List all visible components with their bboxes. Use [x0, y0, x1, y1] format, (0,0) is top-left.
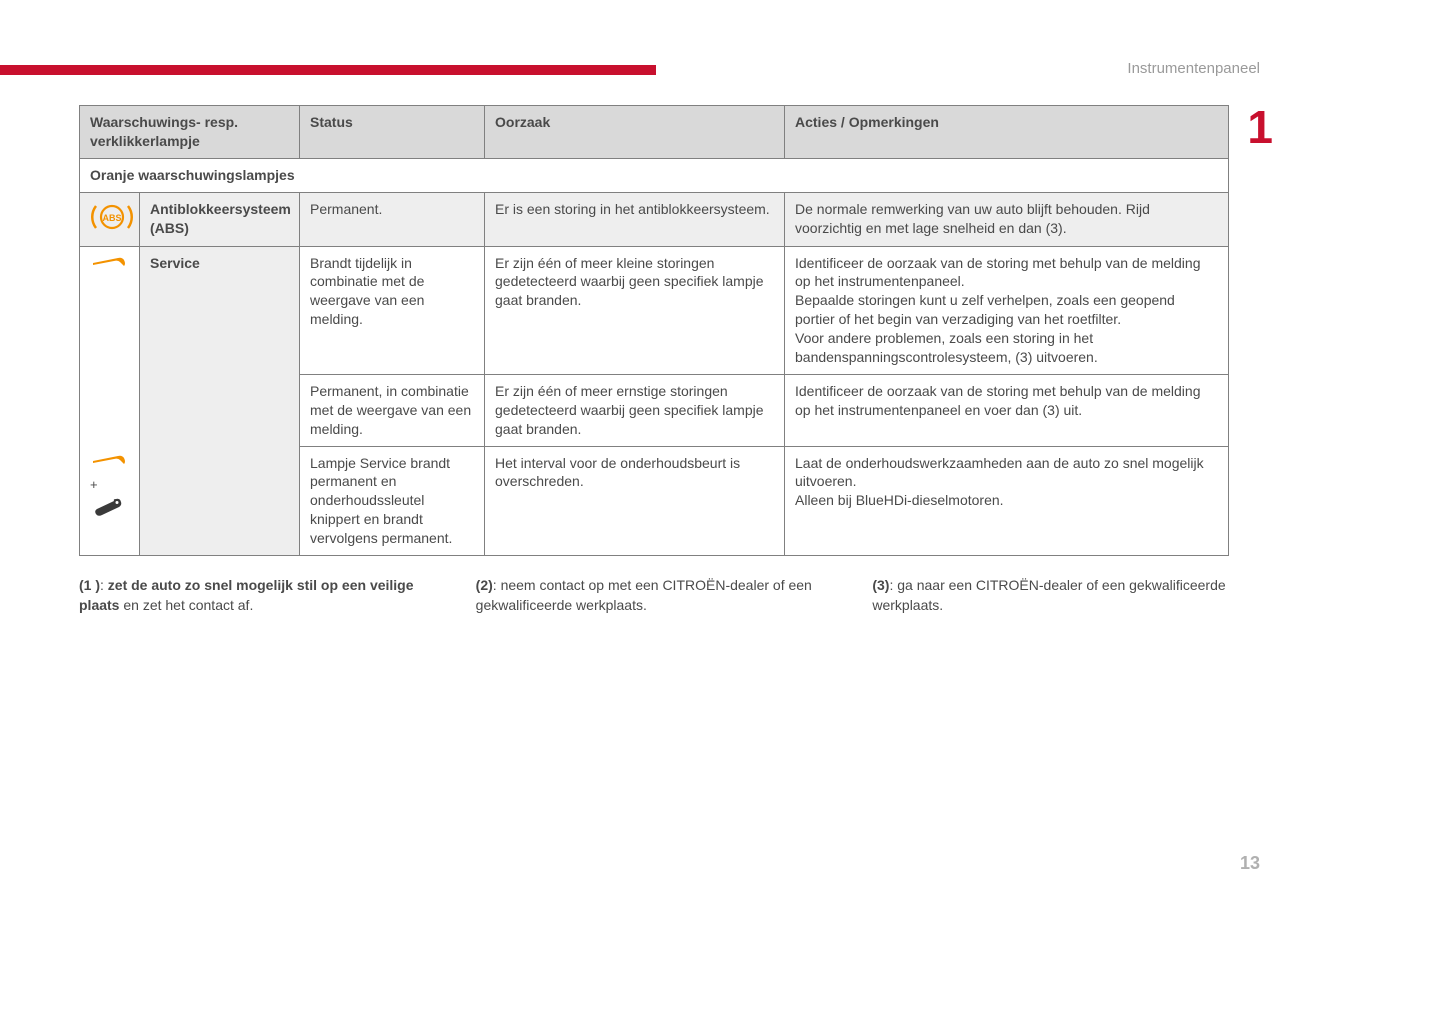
header-accent-bar	[0, 65, 656, 75]
action-cell: De normale remwerking van uw auto blijft…	[785, 192, 1229, 246]
footnote-2: (2): neem contact op met een CITROËN-dea…	[476, 576, 833, 615]
column-header-status: Status	[300, 106, 485, 159]
icon-cell	[80, 374, 140, 446]
footnote-label: (1 )	[79, 577, 100, 593]
lamp-name: Service	[140, 246, 300, 555]
footnote-text: : ga naar een CITROËN-dealer of een gekw…	[872, 577, 1225, 613]
section-label: Instrumentenpaneel	[1127, 60, 1260, 77]
action-cell: Laat de onderhoudswerkzaamheden aan de a…	[785, 446, 1229, 555]
page-number: 13	[1240, 853, 1260, 874]
action-cell: Identificeer de oorzaak van de storing m…	[785, 246, 1229, 374]
table-header-row: Waarschuwings- resp. verklikkerlampje St…	[80, 106, 1229, 159]
svg-text:ABS: ABS	[102, 213, 121, 223]
wrench-icon	[90, 453, 128, 474]
footnote-text: : neem contact op met een CITROËN-dealer…	[476, 577, 812, 613]
spanner-icon	[90, 496, 124, 523]
footnote-1: (1 ): zet de auto zo snel mogelijk stil …	[79, 576, 436, 615]
footnote-label: (2)	[476, 577, 493, 593]
cause-cell: Er zijn één of meer kleine storingen ged…	[485, 246, 785, 374]
icon-cell: +	[80, 446, 140, 555]
section-title: Oranje waarschuwingslampjes	[80, 158, 1229, 192]
lamp-name: Antiblokkeersysteem (ABS)	[140, 192, 300, 246]
footnote-3: (3): ga naar een CITROËN-dealer of een g…	[872, 576, 1229, 615]
cause-cell: Het interval voor de onderhoudsbeurt is …	[485, 446, 785, 555]
column-header-cause: Oorzaak	[485, 106, 785, 159]
chapter-number: 1	[1247, 100, 1273, 154]
main-content: Waarschuwings- resp. verklikkerlampje St…	[79, 105, 1229, 615]
status-cell: Permanent, in combinatie met de weergave…	[300, 374, 485, 446]
wrench-icon	[90, 254, 128, 277]
footnotes: (1 ): zet de auto zo snel mogelijk stil …	[79, 576, 1229, 615]
section-title-row: Oranje waarschuwingslampjes	[80, 158, 1229, 192]
table-row: ABS Antiblokkeersysteem (ABS) Permanent.…	[80, 192, 1229, 246]
footnote-label: (3)	[872, 577, 889, 593]
icon-cell	[80, 246, 140, 374]
footnote-text: en zet het contact af.	[119, 597, 253, 613]
warning-lights-table: Waarschuwings- resp. verklikkerlampje St…	[79, 105, 1229, 556]
cause-cell: Er zijn één of meer ernstige storingen g…	[485, 374, 785, 446]
status-cell: Lampje Service brandt permanent en onder…	[300, 446, 485, 555]
status-cell: Brandt tijdelijk in combinatie met de we…	[300, 246, 485, 374]
column-header-lamp: Waarschuwings- resp. verklikkerlampje	[80, 106, 300, 159]
plus-icon: +	[90, 476, 129, 494]
action-cell: Identificeer de oorzaak van de storing m…	[785, 374, 1229, 446]
abs-icon: ABS	[90, 200, 134, 239]
icon-cell: ABS	[80, 192, 140, 246]
cause-cell: Er is een storing in het antiblokkeersys…	[485, 192, 785, 246]
table-row: Service Brandt tijdelijk in combinatie m…	[80, 246, 1229, 374]
column-header-action: Acties / Opmerkingen	[785, 106, 1229, 159]
status-cell: Permanent.	[300, 192, 485, 246]
